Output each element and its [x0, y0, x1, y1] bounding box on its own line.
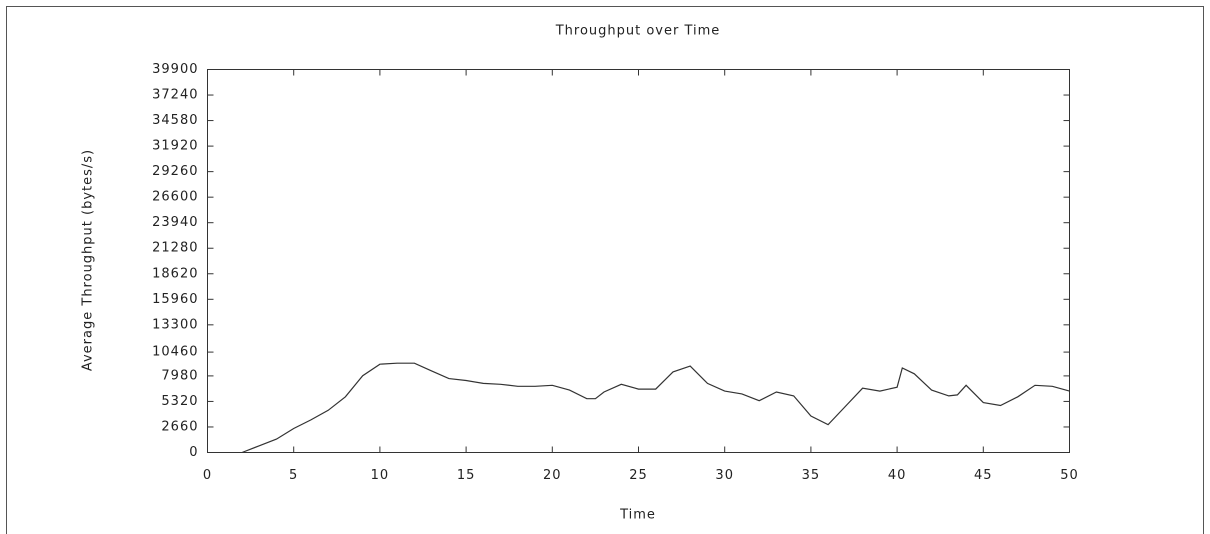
y-tick-label: 10460 — [152, 345, 198, 360]
y-tick-label: 13300 — [152, 317, 198, 332]
y-tick-label: 37240 — [152, 88, 198, 103]
frame — [6, 6, 1204, 534]
y-tick-label: 5320 — [161, 394, 198, 409]
x-tick-label: 35 — [802, 468, 821, 483]
y-tick-label: 7980 — [161, 368, 198, 383]
x-tick-label: 25 — [629, 468, 648, 483]
x-tick-label: 5 — [289, 468, 298, 483]
series-line — [241, 362, 1070, 454]
y-tick-label: 39900 — [152, 62, 198, 77]
y-tick-label: 29260 — [152, 164, 198, 179]
plot-area — [207, 69, 1070, 453]
y-tick-label: 31920 — [152, 139, 198, 154]
y-tick-label: 21280 — [152, 241, 198, 256]
y-tick-label: 2660 — [161, 419, 198, 434]
x-tick-label: 30 — [715, 468, 734, 483]
y-tick-label: 0 — [189, 445, 198, 460]
y-tick-label: 18620 — [152, 266, 198, 281]
x-tick-label: 20 — [543, 468, 562, 483]
x-tick-label: 0 — [203, 468, 212, 483]
y-tick-label: 23940 — [152, 215, 198, 230]
x-tick-label: 50 — [1060, 468, 1079, 483]
x-tick-label: 45 — [974, 468, 993, 483]
x-tick-label: 10 — [371, 468, 390, 483]
x-axis-label: Time — [619, 508, 656, 523]
y-tick-label: 26600 — [152, 190, 198, 205]
x-tick-label: 15 — [457, 468, 476, 483]
y-tick-label: 34580 — [152, 113, 198, 128]
y-tick-label: 15960 — [152, 292, 198, 307]
chart-title: Throughput over Time — [555, 24, 721, 39]
y-axis-label: Average Throughput (bytes/s) — [81, 149, 96, 371]
x-tick-label: 40 — [888, 468, 907, 483]
